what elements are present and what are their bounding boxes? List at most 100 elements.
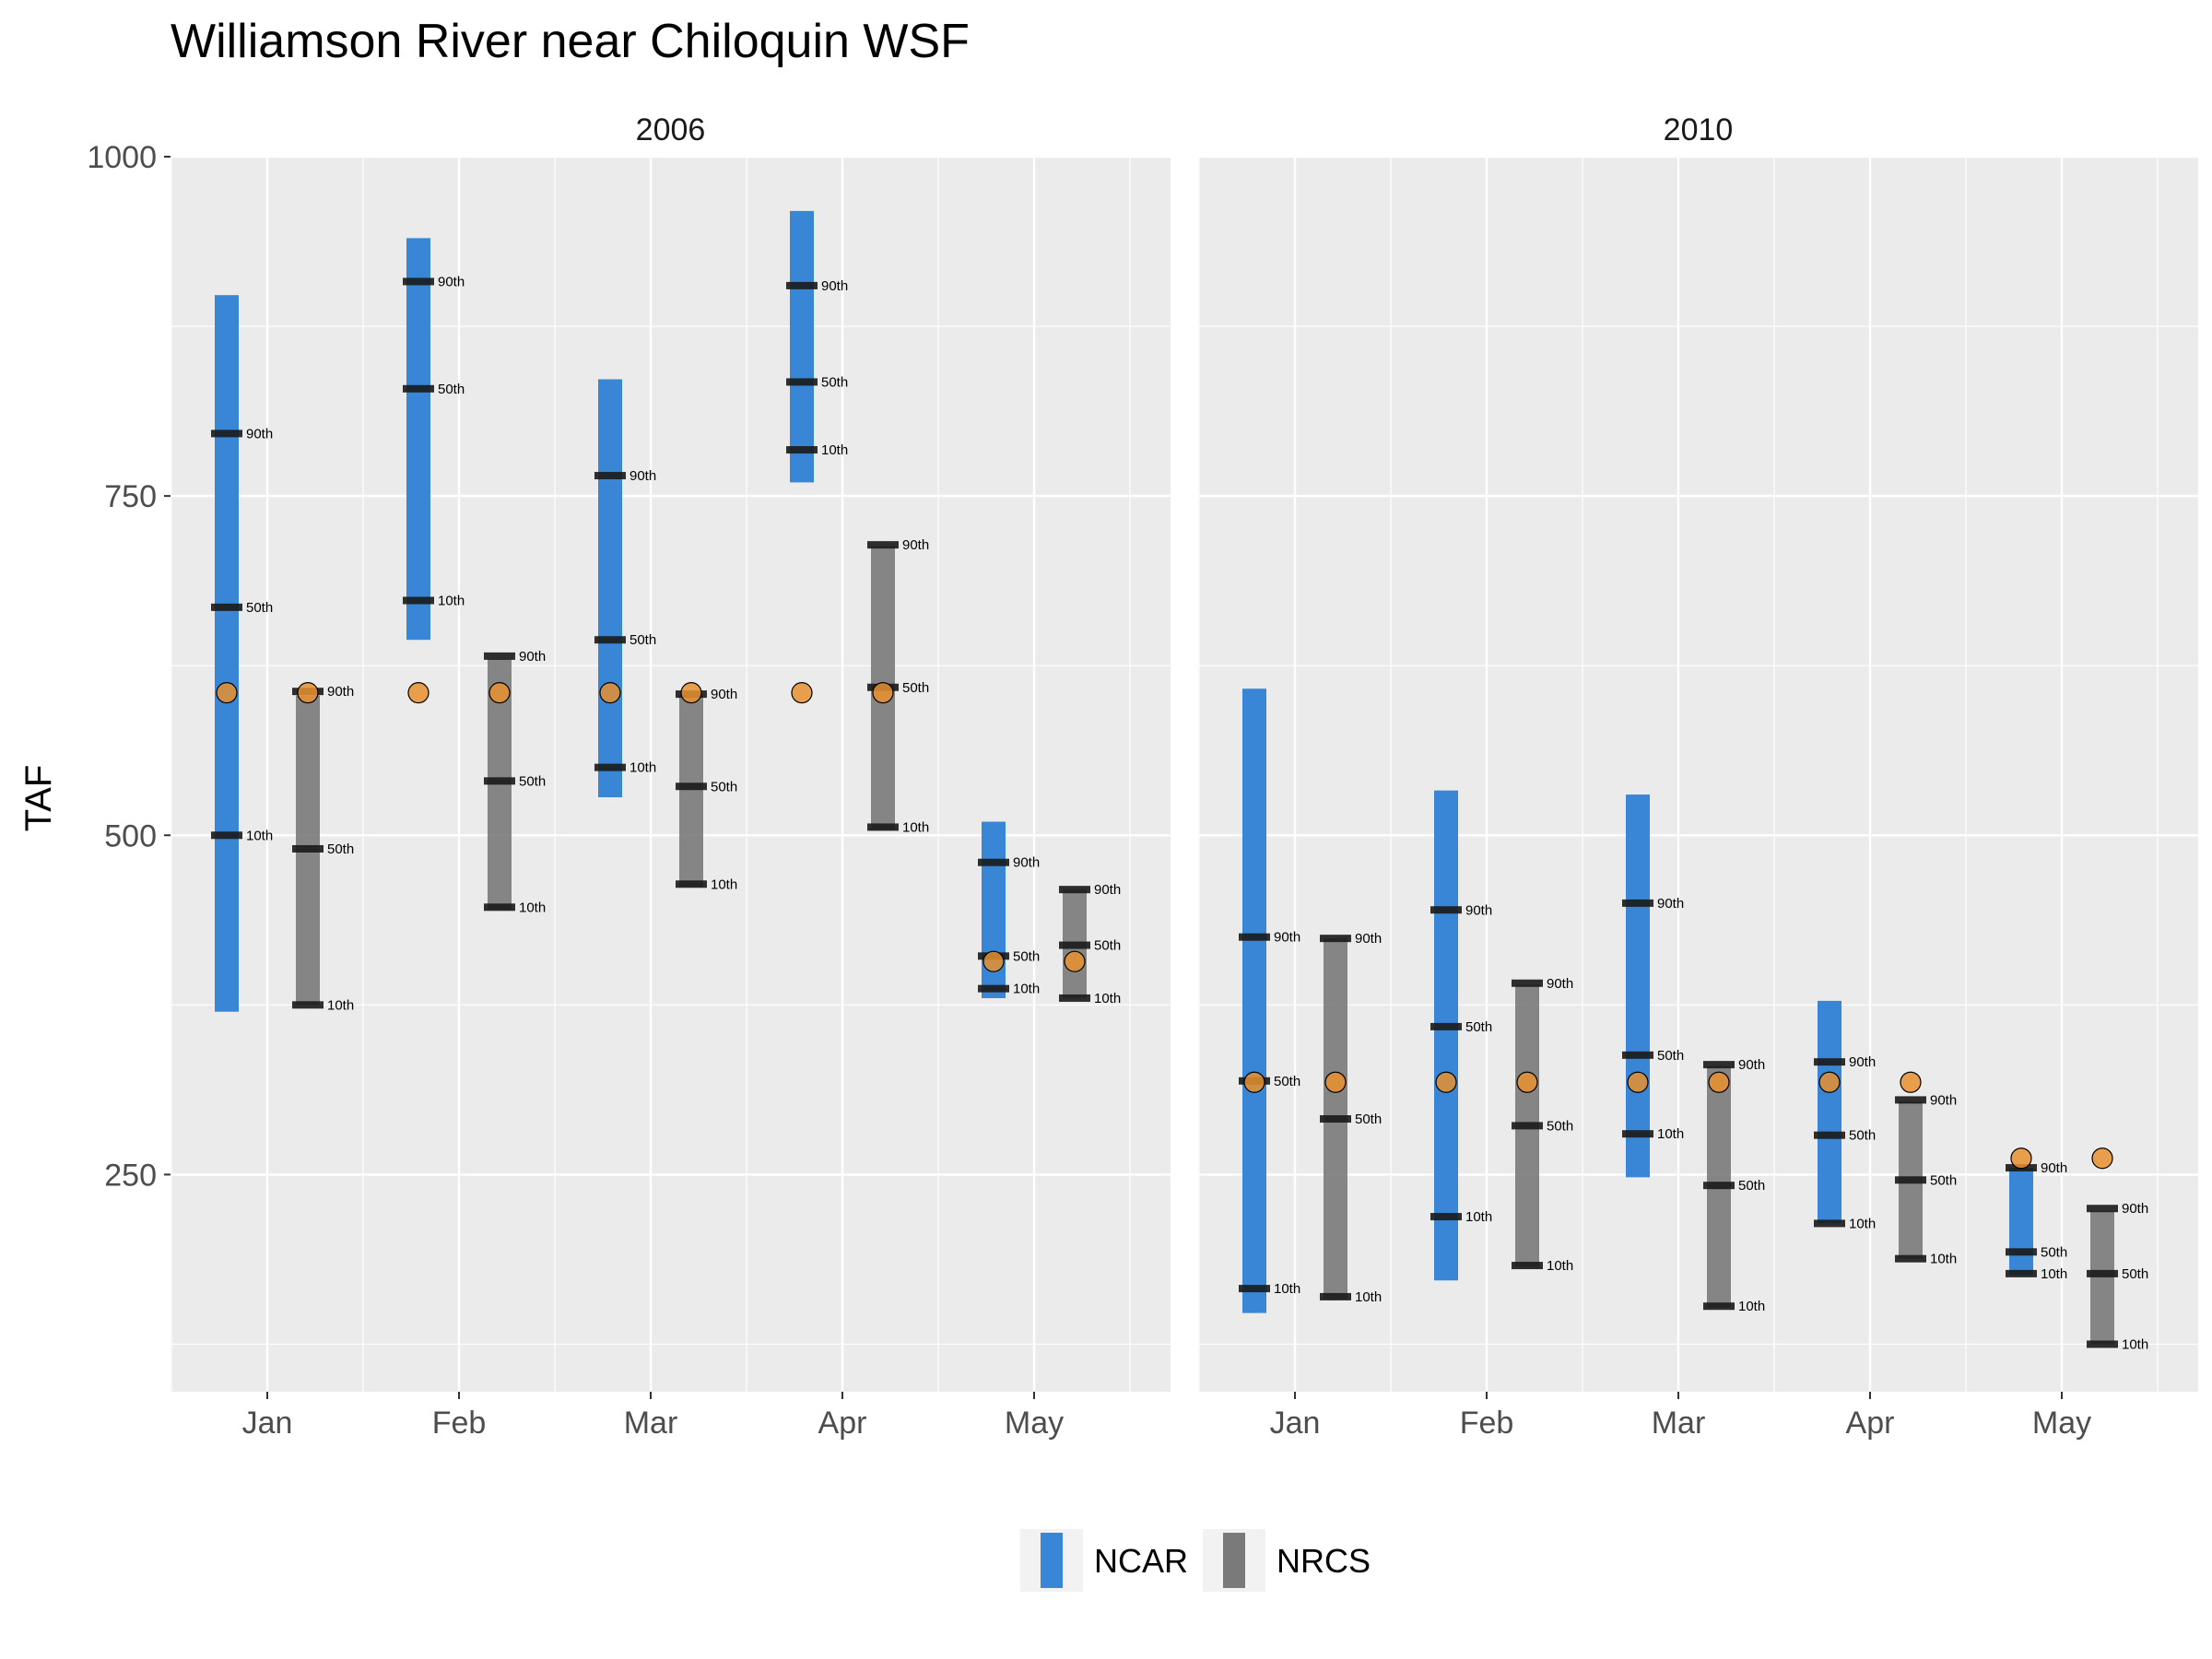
percentile-label-p90: 90th	[2041, 1160, 2067, 1176]
percentile-label-p50: 50th	[1930, 1172, 1957, 1188]
percentile-label-p50: 50th	[246, 600, 273, 616]
observed-point	[599, 682, 621, 704]
percentile-label-p10: 10th	[519, 900, 546, 915]
percentile-label-p90: 90th	[2122, 1201, 2148, 1217]
plot-layer: 250 500 750 1000 2006 Jan Feb Mar Apr May 10th 50th…	[87, 103, 2198, 1441]
percentile-label-p50: 50th	[1849, 1128, 1876, 1144]
percentile-tick-p50	[594, 636, 626, 644]
percentile-tick-p90	[403, 277, 434, 286]
percentile-label-p90: 90th	[327, 684, 354, 700]
observed-point	[1435, 1071, 1457, 1093]
percentile-tick-p90	[1512, 979, 1543, 987]
percentile-label-p10: 10th	[1657, 1126, 1684, 1142]
observed-point	[1627, 1071, 1649, 1093]
nrcs-range-bar	[679, 695, 703, 888]
percentile-label-p90: 90th	[1094, 882, 1121, 898]
percentile-tick-p90	[1430, 906, 1462, 914]
observed-point	[872, 682, 894, 704]
percentile-tick-p90	[1703, 1061, 1735, 1069]
percentile-label-p10: 10th	[1094, 991, 1121, 1006]
percentile-tick-p50	[484, 777, 515, 785]
percentile-tick-p10	[2087, 1340, 2118, 1348]
y-axis-label: TAF	[18, 765, 59, 832]
percentile-label-p90: 90th	[711, 687, 737, 702]
percentile-label-p10: 10th	[1465, 1209, 1492, 1225]
percentile-tick-p10	[1430, 1213, 1462, 1221]
legend-item-ncar: NCAR	[1020, 1529, 1188, 1592]
y-tick-label: 250	[104, 1158, 157, 1193]
observed-point	[1708, 1071, 1730, 1093]
percentile-tick-p10	[594, 763, 626, 771]
ncar-range-bar	[406, 238, 430, 641]
legend-item-nrcs: NRCS	[1203, 1529, 1371, 1592]
x-tick-label: May	[2032, 1406, 2091, 1441]
percentile-label-p50: 50th	[1547, 1118, 1573, 1134]
x-tick-label: Mar	[1652, 1406, 1706, 1441]
percentile-tick-p10	[1239, 1285, 1270, 1293]
panel-2010: 2010 Jan Feb Mar Apr May 10th 50th 90th 10th 50th 9…	[1198, 103, 2198, 1441]
percentile-tick-p50	[1059, 941, 1090, 949]
percentile-label-p50: 50th	[1013, 948, 1040, 964]
percentile-tick-p50	[786, 378, 818, 386]
percentile-tick-p50	[1512, 1122, 1543, 1130]
panel-background	[171, 157, 1171, 1392]
percentile-tick-p50	[2087, 1269, 2118, 1277]
percentile-tick-p50	[1703, 1182, 1735, 1190]
percentile-label-p50: 50th	[1094, 938, 1121, 954]
percentile-label-p50: 50th	[711, 779, 737, 794]
percentile-tick-p10	[1814, 1219, 1845, 1228]
percentile-tick-p10	[1895, 1254, 1926, 1263]
percentile-tick-p10	[786, 446, 818, 454]
ncar-range-bar	[2009, 1168, 2033, 1276]
x-tick-label: Mar	[624, 1406, 678, 1441]
panel-strip-label: 2006	[636, 112, 706, 147]
nrcs-range-bar	[2090, 1211, 2114, 1345]
legend-swatch	[1041, 1533, 1063, 1588]
percentile-tick-p90	[1239, 933, 1270, 941]
observed-point	[488, 682, 511, 704]
percentile-tick-p50	[292, 844, 324, 853]
percentile-label-p50: 50th	[629, 632, 656, 648]
percentile-label-p50: 50th	[902, 680, 929, 696]
panel-2006: 2006 Jan Feb Mar Apr May 10th 50th 90th 10th 50th 9…	[171, 103, 1171, 1441]
percentile-tick-p50	[2006, 1248, 2037, 1256]
panel-strip	[171, 103, 1171, 157]
ncar-range-bar	[215, 295, 239, 1012]
percentile-label-p90: 90th	[1930, 1092, 1957, 1108]
percentile-label-p50: 50th	[1657, 1048, 1684, 1064]
observed-point	[1243, 1071, 1265, 1093]
percentile-tick-p90	[1895, 1096, 1926, 1104]
percentile-label-p10: 10th	[821, 442, 848, 458]
percentile-tick-p50	[676, 782, 707, 791]
percentile-label-p10: 10th	[1274, 1281, 1300, 1297]
percentile-tick-p10	[676, 880, 707, 888]
observed-point	[2010, 1147, 2032, 1170]
ncar-range-bar	[1242, 688, 1266, 1313]
percentile-label-p50: 50th	[1274, 1074, 1300, 1089]
percentile-label-p90: 90th	[438, 274, 465, 289]
percentile-label-p90: 90th	[1274, 930, 1300, 946]
percentile-tick-p10	[1320, 1292, 1351, 1300]
observed-point	[1324, 1071, 1347, 1093]
y-tick-label: 500	[104, 818, 157, 853]
percentile-label-p90: 90th	[1849, 1054, 1876, 1070]
percentile-label-p50: 50th	[1465, 1019, 1492, 1035]
percentile-tick-p10	[978, 984, 1009, 993]
percentile-tick-p10	[1059, 994, 1090, 1002]
percentile-tick-p10	[211, 831, 242, 840]
percentile-label-p10: 10th	[246, 828, 273, 843]
percentile-label-p50: 50th	[1355, 1112, 1382, 1127]
percentile-tick-p90	[484, 652, 515, 660]
percentile-label-p90: 90th	[1657, 896, 1684, 912]
ncar-range-bar	[1818, 1000, 1841, 1224]
x-tick-label: Feb	[1460, 1406, 1514, 1441]
legend: NCAR NRCS	[1020, 1529, 1371, 1592]
percentile-label-p10: 10th	[438, 594, 465, 609]
percentile-label-p10: 10th	[711, 877, 737, 892]
percentile-label-p90: 90th	[1465, 902, 1492, 918]
percentile-label-p10: 10th	[2041, 1266, 2067, 1282]
percentile-tick-p10	[1512, 1262, 1543, 1270]
percentile-tick-p90	[211, 429, 242, 438]
percentile-label-p50: 50th	[438, 382, 465, 397]
